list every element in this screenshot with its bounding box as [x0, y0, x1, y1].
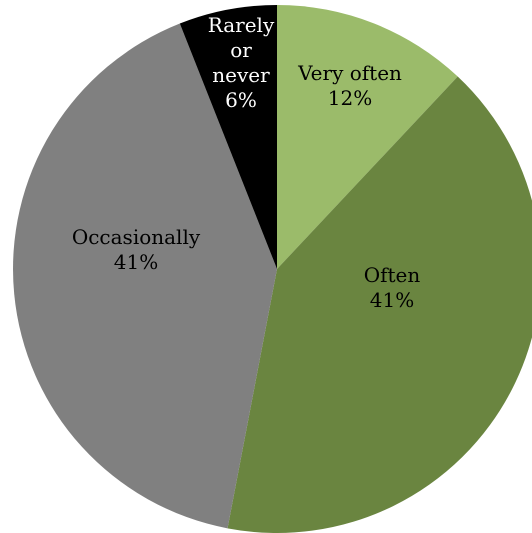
slice-label-often: Often	[364, 263, 421, 287]
pie-slice-rarely-or-never	[179, 5, 277, 269]
pie-labels: Very often12%Often41%Occasionally41%Rare…	[72, 13, 421, 312]
slice-value-occasionally: 41%	[114, 250, 158, 274]
slice-value-often: 41%	[370, 288, 414, 312]
slice-value-very-often: 12%	[328, 86, 372, 110]
pie-slice-often	[227, 76, 532, 533]
slice-label-rarely-or-never: Rarely or never	[208, 13, 275, 87]
slice-label-very-often: Very often	[297, 61, 402, 85]
slice-label-occasionally: Occasionally	[72, 225, 201, 249]
pie-slice-occasionally	[13, 23, 277, 529]
pie-slices	[13, 4, 532, 533]
pie-slice-very-often	[277, 4, 458, 269]
slice-value-rarely-or-never: 6%	[225, 88, 257, 112]
